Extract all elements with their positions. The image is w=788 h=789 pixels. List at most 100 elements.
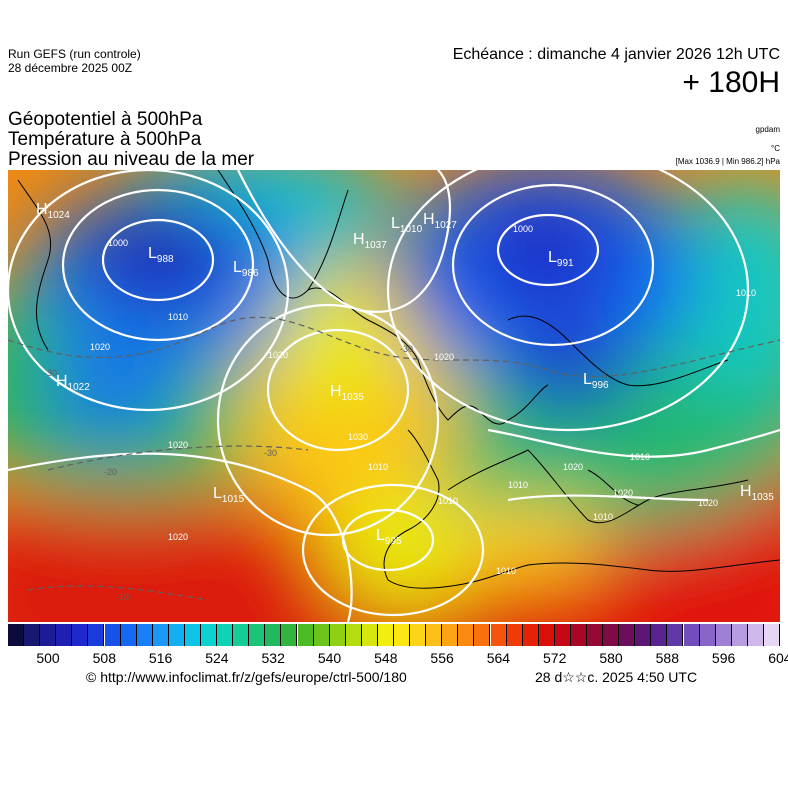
title-temperature: Température à 500hPa — [8, 129, 202, 150]
color-scale-tick: 508 — [92, 650, 116, 666]
isobar-label: 1030 — [348, 432, 368, 442]
isobar-label: 1020 — [168, 440, 188, 450]
run-name: Run GEFS (run controle) — [8, 47, 141, 61]
color-scale-tick: 532 — [261, 650, 285, 666]
isobar-label: 1010 — [630, 452, 650, 462]
title-pressure: Pression au niveau de la mer — [8, 149, 255, 170]
pressure-center: H1035 — [330, 383, 364, 403]
pressure-center: L988 — [148, 245, 174, 265]
color-swatch — [442, 624, 459, 646]
color-swatch — [345, 624, 362, 646]
isobar-label: 1010 — [496, 566, 516, 576]
isobar-label: 1010 — [168, 312, 188, 322]
color-swatch — [72, 624, 89, 646]
color-scale-tick: 580 — [599, 650, 623, 666]
color-swatch — [152, 624, 169, 646]
color-swatch — [281, 624, 298, 646]
color-scale-tick: 588 — [655, 650, 679, 666]
pressure-center: L986 — [233, 259, 259, 279]
isobar-label: 1000 — [513, 224, 533, 234]
color-scale-tick: 572 — [543, 650, 567, 666]
color-swatch — [265, 624, 282, 646]
color-swatch — [40, 624, 57, 646]
color-swatch — [313, 624, 330, 646]
pressure-center: H1035 — [740, 483, 774, 503]
color-swatch — [635, 624, 652, 646]
unit-celsius: °C — [771, 144, 780, 153]
isotherm-label: -30 — [400, 344, 413, 354]
isotherm-label: -10 — [116, 592, 129, 602]
pressure-center: L996 — [583, 371, 609, 391]
color-scale-tick: 596 — [711, 650, 736, 666]
pressure-center: L1010 — [391, 215, 423, 235]
color-swatch — [8, 624, 25, 646]
isobar-label: 1010 — [593, 512, 613, 522]
color-swatch — [297, 624, 314, 646]
color-scale-tick: 540 — [317, 650, 342, 666]
isotherm-label: -30 — [264, 448, 277, 458]
color-scale-tick: 556 — [430, 650, 454, 666]
color-swatch — [667, 624, 684, 646]
color-swatch — [410, 624, 427, 646]
color-swatch — [394, 624, 411, 646]
color-swatch — [651, 624, 668, 646]
isobar-label: 1000 — [108, 238, 128, 248]
pressure-center: L1015 — [213, 485, 245, 505]
color-swatch — [474, 624, 491, 646]
color-swatch — [522, 624, 539, 646]
color-swatch — [731, 624, 748, 646]
color-swatch — [168, 624, 185, 646]
pressure-center: L995 — [376, 527, 402, 547]
isobar-label: 1020 — [563, 462, 583, 472]
color-scale-tick: 500 — [36, 650, 60, 666]
pressure-center: H1037 — [353, 231, 387, 251]
isotherm-label: -30 — [44, 368, 57, 378]
color-swatch — [458, 624, 475, 646]
unit-pressure-range: [Max 1036.9 | Min 986.2] hPa — [675, 157, 780, 166]
color-swatch — [120, 624, 137, 646]
color-swatch — [554, 624, 571, 646]
title-geopotential: Géopotentiel à 500hPa — [8, 109, 203, 130]
geopotential-field — [8, 170, 780, 622]
isobar-label: 1010 — [508, 480, 528, 490]
isobar-label: 1020 — [90, 342, 110, 352]
isobar-label: 1020 — [698, 498, 718, 508]
color-swatch — [426, 624, 443, 646]
color-swatch — [184, 624, 201, 646]
color-scale-tick: 604 — [768, 650, 788, 666]
color-swatch — [570, 624, 587, 646]
color-swatch — [619, 624, 636, 646]
isobar-label: 1010 — [368, 462, 388, 472]
color-scale-tick: 564 — [486, 650, 511, 666]
color-swatch — [506, 624, 523, 646]
pressure-center: H1022 — [56, 373, 90, 393]
color-swatch — [538, 624, 555, 646]
color-scale-tick: 524 — [205, 650, 229, 666]
isobar-label: 1010 — [736, 288, 756, 298]
isobar-label: 1020 — [613, 488, 633, 498]
unit-gpdam: gpdam — [755, 125, 780, 134]
color-swatch — [56, 624, 73, 646]
isobar-label: 1020 — [268, 350, 288, 360]
isobar-label: 1010 — [438, 496, 458, 506]
color-swatch — [217, 624, 234, 646]
color-swatch — [24, 624, 41, 646]
source-url[interactable]: © http://www.infoclimat.fr/z/gefs/europe… — [86, 669, 407, 685]
color-swatch — [249, 624, 266, 646]
color-swatch — [201, 624, 218, 646]
color-swatch — [377, 624, 394, 646]
coastlines — [17, 170, 780, 589]
isobar-label: 1020 — [434, 352, 454, 362]
forecast-valid-time: Echéance : dimanche 4 janvier 2026 12h U… — [452, 46, 780, 63]
isobars — [8, 170, 780, 622]
color-swatch — [763, 624, 780, 646]
color-scale-tick: 548 — [374, 650, 398, 666]
color-swatch — [361, 624, 378, 646]
pressure-center: L991 — [548, 249, 574, 269]
color-swatch — [699, 624, 716, 646]
color-swatch — [587, 624, 604, 646]
color-swatch — [747, 624, 764, 646]
forecast-hour: + 180H — [682, 66, 780, 99]
